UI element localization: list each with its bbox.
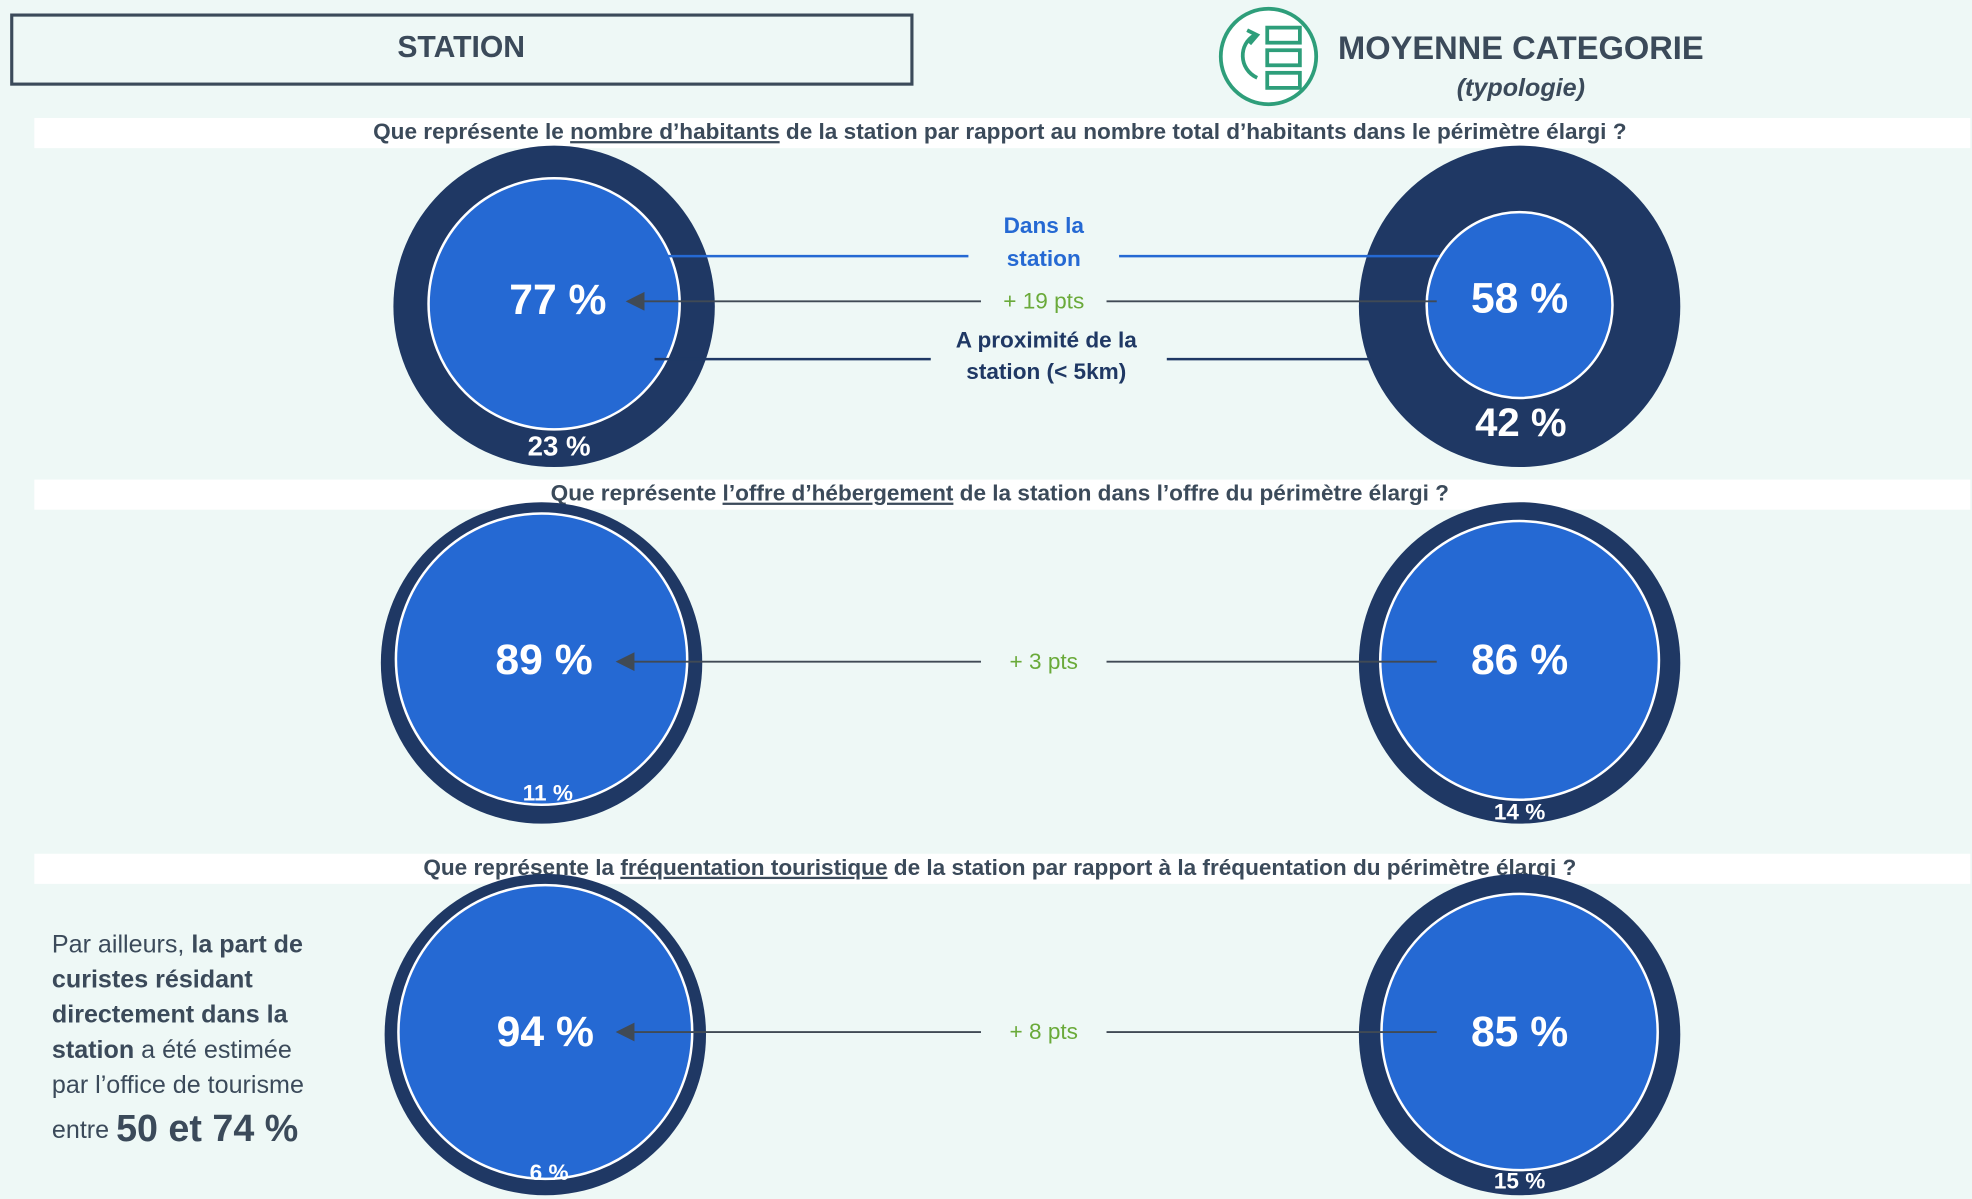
question-text: Que représente bbox=[551, 481, 723, 506]
question-keyword: nombre d’habitants bbox=[570, 119, 780, 144]
side-note: Par ailleurs, la part de curistes résidan… bbox=[52, 930, 304, 1149]
question: Que représente le nombre d’habitants de … bbox=[373, 119, 1626, 144]
question-text: de la station par rapport à la fréquenta… bbox=[888, 855, 1577, 880]
question-bar bbox=[34, 479, 1971, 510]
station-outer-value: 6 % bbox=[530, 1160, 569, 1185]
side-note-text: station bbox=[52, 1035, 134, 1063]
category-outer-value: 14 % bbox=[1494, 800, 1545, 825]
difference: + 3 pts bbox=[1010, 649, 1078, 674]
side-note-text: directement dans la bbox=[52, 1000, 289, 1028]
category-outer-value: 15 % bbox=[1494, 1169, 1545, 1194]
question-keyword: fréquentation touristique bbox=[620, 855, 887, 880]
question: Que représente l’offre d’hébergement de … bbox=[551, 481, 1449, 506]
station-title: STATION bbox=[397, 31, 525, 64]
question: Que représente la fréquentation touristi… bbox=[423, 855, 1576, 880]
legend-inner: Dans la bbox=[1004, 213, 1085, 238]
side-note-text: 50 et 74 % bbox=[116, 1107, 298, 1149]
category-inner-circle bbox=[1378, 519, 1661, 802]
station-inner-value: 89 % bbox=[495, 636, 592, 684]
question-keyword: l’offre d’hébergement bbox=[723, 481, 954, 506]
question-text: de la station par rapport au nombre tota… bbox=[780, 119, 1627, 144]
station-inner-circle bbox=[394, 512, 689, 807]
side-note-text: curistes résidant bbox=[52, 965, 253, 993]
legend-outer: station (< 5km) bbox=[966, 359, 1126, 384]
question-text: Que représente le bbox=[373, 119, 570, 144]
category-outer-value: 42 % bbox=[1475, 400, 1567, 445]
station-box bbox=[10, 13, 914, 86]
side-note-text: Par ailleurs, bbox=[52, 930, 191, 958]
side-note-text: par l’office de tourisme bbox=[52, 1071, 304, 1099]
question-bar bbox=[34, 853, 1971, 884]
station-inner-value: 94 % bbox=[497, 1008, 594, 1056]
station-inner-value: 77 % bbox=[509, 276, 606, 324]
station-inner-circle bbox=[427, 177, 681, 431]
station-outer-value: 23 % bbox=[528, 431, 591, 462]
difference: + 8 pts bbox=[1010, 1019, 1078, 1044]
category-subtitle: (typologie) bbox=[1457, 74, 1585, 102]
category-inner-value: 86 % bbox=[1471, 636, 1568, 684]
side-note-text: a été estimée bbox=[134, 1035, 292, 1063]
difference: + 19 pts bbox=[1003, 289, 1084, 314]
station-outer-value: 11 % bbox=[523, 781, 573, 806]
category-icon bbox=[1218, 6, 1319, 107]
category-title: MOYENNE CATEGORIE bbox=[1338, 29, 1704, 66]
side-note-text: entre bbox=[52, 1116, 116, 1144]
question-text: de la station dans l’offre du périmètre … bbox=[953, 481, 1449, 506]
legend-inner: station bbox=[1007, 246, 1081, 271]
category-inner-value: 58 % bbox=[1471, 275, 1568, 323]
side-note-text: la part de bbox=[191, 930, 303, 958]
question-bar bbox=[34, 118, 1971, 149]
legend-outer: A proximité de la bbox=[956, 327, 1138, 352]
category-inner-circle bbox=[1425, 210, 1614, 400]
category-inner-value: 85 % bbox=[1471, 1008, 1568, 1056]
